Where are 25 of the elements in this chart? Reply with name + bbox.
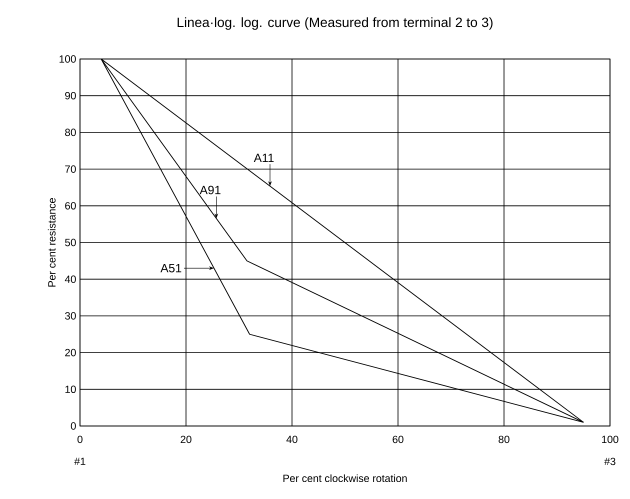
series-label: A91 [200, 186, 220, 194]
y-tick-label: 90 [65, 92, 76, 100]
y-tick-label: 80 [65, 128, 76, 136]
y-axis-title: Per cent resistance [48, 198, 56, 287]
chart-title: Linea·log. log. curve (Measured from terminal 2 to 3) [178, 17, 493, 30]
y-tick-label: 60 [65, 202, 76, 210]
y-tick-label: 0 [70, 422, 76, 430]
x-tick-label: 40 [286, 436, 298, 444]
x-tick-label: 60 [392, 436, 404, 444]
legend-label: A51 [160, 264, 182, 272]
series-label: A11 [254, 154, 274, 162]
y-tick-label: 70 [65, 165, 76, 173]
y-tick-label: 30 [65, 312, 76, 320]
text: #1 [74, 458, 86, 465]
x-tick-label: 80 [498, 436, 510, 444]
x-axis-title: Per cent clockwise rotation [283, 474, 407, 482]
text: #3 [604, 458, 616, 466]
y-tick-label: 40 [64, 275, 76, 283]
x-tick-label: 100 [602, 436, 618, 444]
y-tick-label: 10 [65, 386, 76, 394]
y-tick-label: 50 [65, 238, 76, 246]
y-tick-label: 100 [60, 55, 76, 63]
x-tick-label: 20 [180, 436, 192, 444]
y-tick-label: 20 [65, 348, 76, 356]
x-tick-label: 0 [77, 436, 83, 444]
